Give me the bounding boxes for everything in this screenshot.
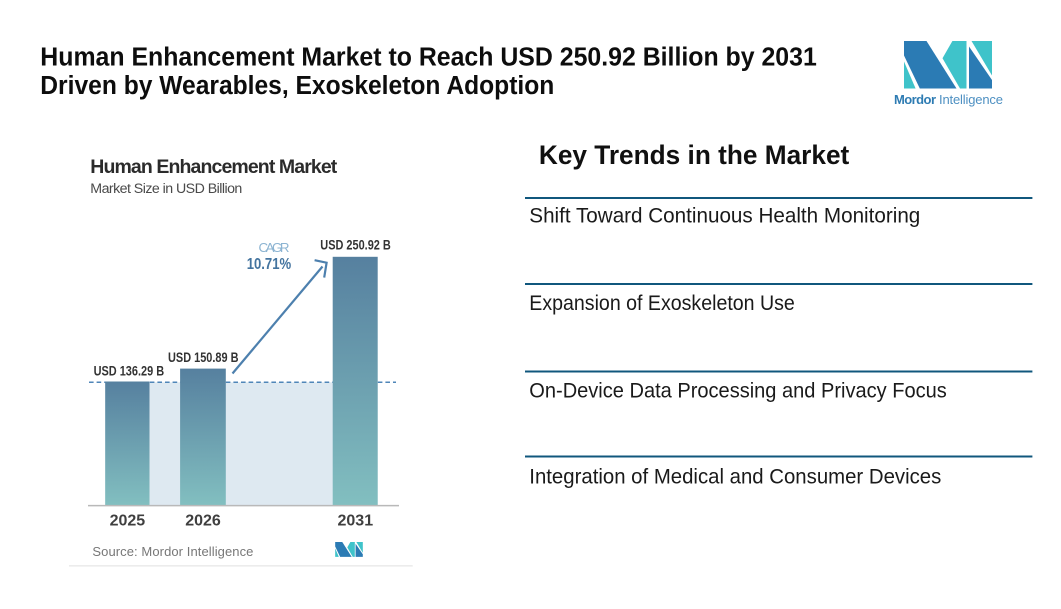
svg-text:USD 136.29 B: USD 136.29 B — [94, 364, 165, 379]
svg-text:Human Enhancement Market: Human Enhancement Market — [90, 156, 337, 178]
svg-text:Expansion of Exoskeleton Use: Expansion of Exoskeleton Use — [529, 292, 795, 315]
svg-text:2025: 2025 — [110, 512, 146, 529]
svg-text:2026: 2026 — [185, 512, 221, 529]
svg-text:Mordor: Mordor — [894, 92, 936, 107]
svg-text:CAGR: CAGR — [259, 240, 290, 255]
svg-text:Human Enhancement Market to Re: Human Enhancement Market to Reach USD 25… — [40, 44, 817, 72]
svg-text:Key Trends in the Market: Key Trends in the Market — [539, 140, 849, 170]
svg-text:Source: Mordor Intelligence: Source: Mordor Intelligence — [92, 544, 253, 559]
svg-text:Integration of Medical and Con: Integration of Medical and Consumer Devi… — [529, 465, 941, 488]
svg-text:Shift Toward Continuous Health: Shift Toward Continuous Health Monitorin… — [529, 205, 920, 228]
svg-text:USD 250.92 B: USD 250.92 B — [320, 237, 391, 252]
svg-text:USD 150.89 B: USD 150.89 B — [168, 350, 239, 365]
svg-text:10.71%: 10.71% — [247, 256, 292, 273]
svg-text:2031: 2031 — [338, 512, 374, 529]
svg-text:Intelligence: Intelligence — [939, 92, 1003, 107]
svg-text:On-Device Data Processing and: On-Device Data Processing and Privacy Fo… — [529, 380, 947, 403]
svg-text:Market Size in USD Billion: Market Size in USD Billion — [90, 181, 242, 197]
svg-text:Driven by Wearables, Exoskelet: Driven by Wearables, Exoskeleton Adoptio… — [40, 72, 554, 100]
